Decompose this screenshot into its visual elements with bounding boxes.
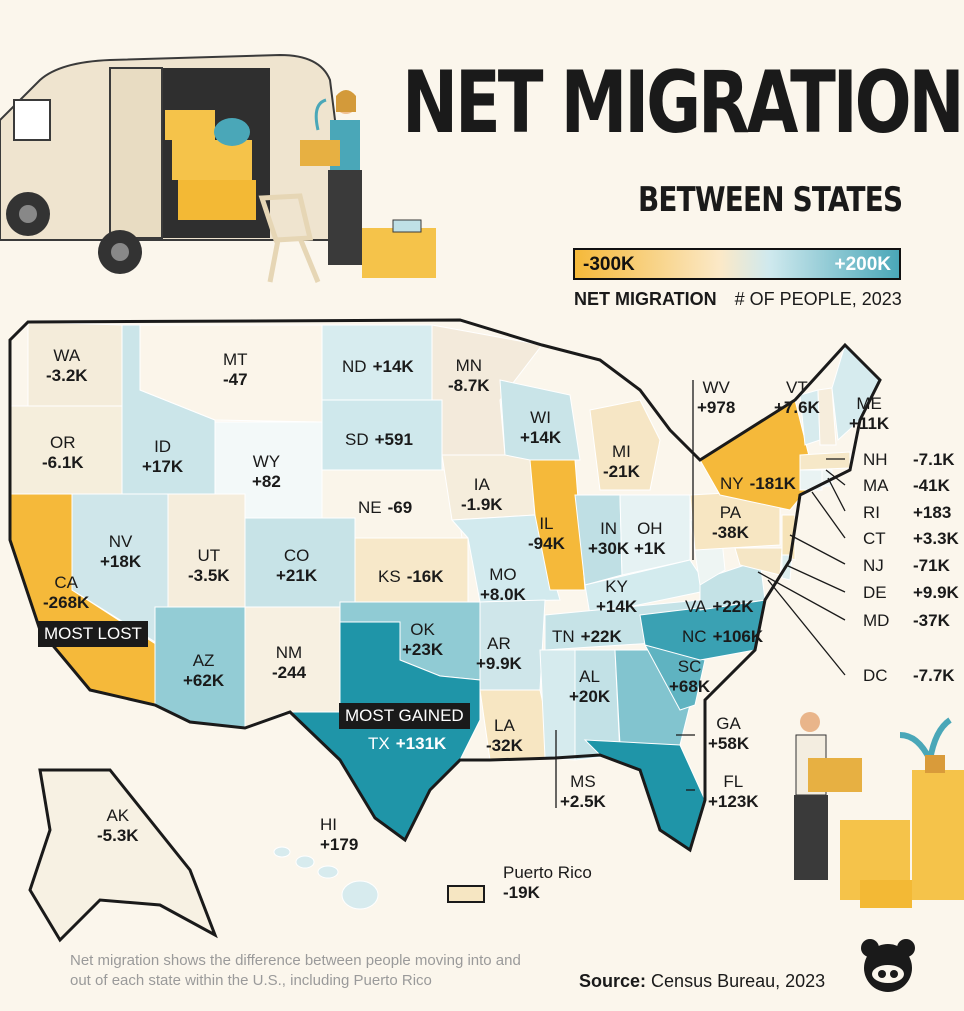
legend-max-label: +200K (834, 254, 891, 275)
mover-illustration (794, 712, 964, 908)
map-outline (8, 318, 882, 943)
label-KS: KS -16K (378, 567, 444, 586)
label-WI: WI +14K (520, 408, 562, 447)
label-IL: IL -94K (528, 514, 565, 553)
label-CO: CO +21K (276, 546, 318, 585)
state-PR (447, 885, 485, 903)
label-NC: NC +106K (682, 627, 764, 646)
label-ID: ID +17K (142, 437, 184, 476)
label-CA: CA -268K (43, 573, 90, 612)
source: Source: Census Bureau, 2023 (579, 971, 826, 991)
label-NE: NE -69 (358, 498, 413, 517)
us-map (9, 321, 881, 941)
state-MA (799, 451, 851, 471)
state-IL (529, 459, 586, 591)
label-PA: PA -38K (712, 503, 749, 542)
legend-min-label: -300K (583, 254, 635, 275)
label-SD: SD +591 (345, 430, 413, 449)
state-CT (799, 469, 823, 491)
label-GA: GA +58K (708, 714, 750, 753)
state-HI (273, 846, 379, 910)
label-MS: MS +2.5K (560, 772, 606, 811)
label-OH: OH +1K (634, 519, 666, 558)
page-title: NET MIGRATION (402, 53, 964, 153)
label-KY: KY +14K (596, 577, 638, 616)
label-AK: AK -5.3K (97, 806, 139, 845)
label-SC: SC +68K (669, 657, 711, 696)
callout-NH: NH -7.1K (863, 450, 955, 469)
callout-CT: CT +3.3K (863, 529, 959, 548)
person-illustration (258, 90, 436, 283)
label-WY: WY +82 (252, 452, 281, 491)
legend-caption-text: # OF PEOPLE, 2023 (734, 289, 902, 309)
label-VA: VA +22K (685, 597, 754, 616)
legend-caption: NET MIGRATION # OF PEOPLE, 2023 (574, 289, 902, 310)
page-subtitle: BETWEEN STATES (637, 180, 903, 220)
state-NH (817, 387, 837, 446)
callout-RI: RI +183 (863, 503, 952, 522)
label-NV: NV +18K (100, 532, 142, 571)
label-FL: FL +123K (708, 772, 759, 811)
legend-caption-bold: NET MIGRATION (574, 289, 717, 309)
callout-MD: MD -37K (863, 611, 950, 630)
van-illustration (0, 53, 346, 274)
label-VT: VT +7.6K (774, 378, 820, 417)
state-AK (29, 769, 216, 941)
label-MN: MN -8.7K (448, 356, 490, 395)
label-LA: LA -32K (486, 716, 523, 755)
label-AL: AL +20K (569, 667, 611, 706)
label-OR: OR -6.1K (42, 433, 84, 472)
label-AZ: AZ +62K (183, 651, 225, 690)
label-HI: HI +179 (320, 815, 359, 854)
label-MT: MT -47 (223, 350, 248, 389)
label-IN: IN +30K (588, 519, 630, 558)
label-TX: TX +131K (368, 734, 447, 753)
label-WV: WV +978 (697, 378, 736, 417)
callout-DC: DC -7.7K (863, 666, 955, 685)
callout-leaders (555, 380, 846, 808)
callout-DE: DE +9.9K (863, 583, 959, 602)
state-MT (139, 324, 323, 423)
label-NM: NM -244 (272, 643, 307, 682)
most-gained-tag: MOST GAINED (339, 703, 470, 729)
footnote: Net migration shows the difference betwe… (70, 952, 521, 989)
label-ND: ND +14K (342, 357, 414, 376)
brand-logo-icon (850, 938, 926, 999)
label-IA: IA -1.9K (461, 475, 503, 514)
label-ME: ME +11K (849, 394, 890, 433)
callout-NJ: NJ -71K (863, 556, 950, 575)
label-PR: Puerto Rico -19K (503, 863, 592, 902)
label-OK: OK +23K (402, 620, 444, 659)
label-AR: AR +9.9K (476, 634, 522, 673)
callout-MA: MA -41K (863, 476, 950, 495)
label-WA: WA -3.2K (46, 346, 88, 385)
label-UT: UT -3.5K (188, 546, 230, 585)
label-MO: MO +8.0K (480, 565, 526, 604)
legend-color-scale: -300K +200K (573, 248, 901, 280)
most-lost-tag: MOST LOST (38, 621, 148, 647)
label-MI: MI -21K (603, 442, 640, 481)
label-NY: NY -181K (720, 474, 796, 493)
label-TN: TN +22K (552, 627, 622, 646)
state-MI (589, 399, 661, 491)
